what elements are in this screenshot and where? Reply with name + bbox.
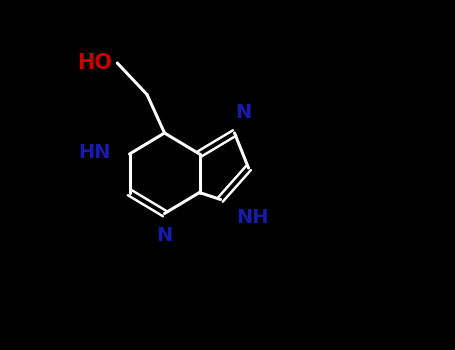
- Text: N: N: [157, 226, 172, 245]
- Text: HO: HO: [77, 53, 112, 73]
- Text: NH: NH: [236, 208, 269, 227]
- Text: N: N: [235, 104, 251, 122]
- Text: HN: HN: [78, 143, 110, 162]
